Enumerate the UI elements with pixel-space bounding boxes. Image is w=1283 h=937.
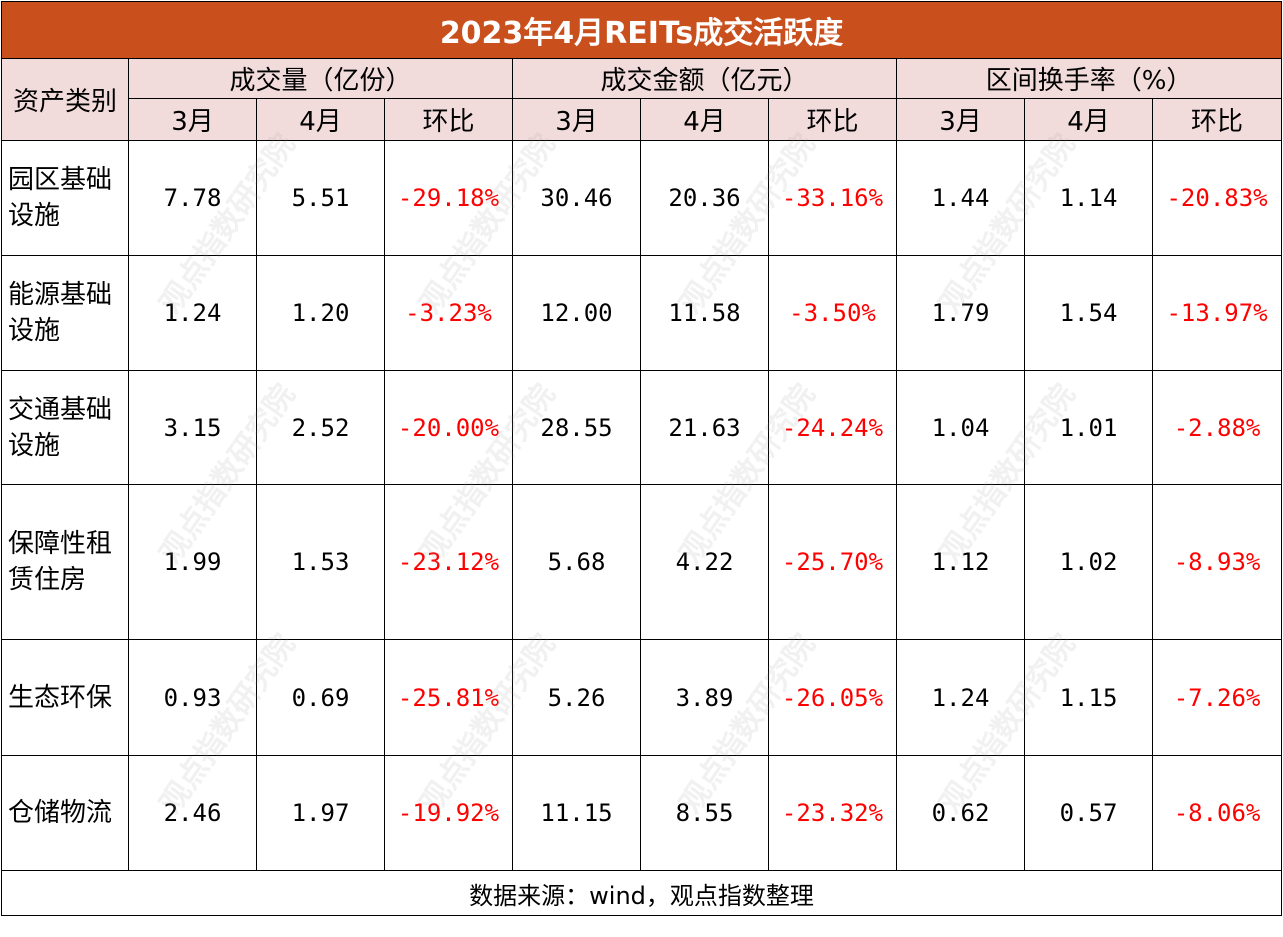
cell-change: -20.00%: [384, 370, 513, 485]
cell-change: -19.92%: [384, 755, 513, 871]
cell-change: -23.12%: [384, 484, 513, 640]
cell-value: 8.55: [640, 755, 769, 871]
cell-change: -3.23%: [384, 255, 513, 371]
sub-header: 环比: [384, 98, 513, 141]
row-category: 保障性租赁住房: [1, 484, 129, 640]
cell-value: 1.24: [128, 255, 257, 371]
table-row: 园区基础设施 7.78 5.51 -29.18% 30.46 20.36 -33…: [1, 140, 1283, 256]
cell-value: 7.78: [128, 140, 257, 256]
cell-change: -23.32%: [768, 755, 897, 871]
sub-header: 3月: [512, 98, 641, 141]
table-title: 2023年4月REITs成交活跃度: [0, 1, 1283, 59]
sub-header: 4月: [256, 98, 385, 141]
cell-value: 1.01: [1024, 370, 1153, 485]
cell-value: 12.00: [512, 255, 641, 371]
cell-change: -25.70%: [768, 484, 897, 640]
cell-value: 5.51: [256, 140, 385, 256]
cell-value: 21.63: [640, 370, 769, 485]
cell-value: 4.22: [640, 484, 769, 640]
cell-value: 1.79: [896, 255, 1025, 371]
cell-value: 1.99: [128, 484, 257, 640]
cell-change: -29.18%: [384, 140, 513, 256]
cell-value: 0.62: [896, 755, 1025, 871]
cell-change: -26.05%: [768, 639, 897, 756]
cell-value: 1.97: [256, 755, 385, 871]
cell-value: 1.54: [1024, 255, 1153, 371]
cell-value: 2.46: [128, 755, 257, 871]
reits-activity-table: 2023年4月REITs成交活跃度 资产类别 成交量（亿份） 成交金额（亿元） …: [0, 1, 1283, 916]
cell-change: -2.88%: [1151, 370, 1283, 485]
cell-value: 1.02: [1024, 484, 1153, 640]
category-header: 资产类别: [1, 58, 129, 141]
cell-value: 1.44: [896, 140, 1025, 256]
source-note: 数据来源：wind，观点指数整理: [0, 870, 1283, 916]
cell-value: 30.46: [512, 140, 641, 256]
cell-change: -24.24%: [768, 370, 897, 485]
table-row: 仓储物流 2.46 1.97 -19.92% 11.15 8.55 -23.32…: [1, 755, 1283, 871]
row-category: 园区基础设施: [1, 140, 129, 256]
cell-change: -13.97%: [1151, 255, 1283, 371]
cell-value: 1.12: [896, 484, 1025, 640]
cell-value: 0.69: [256, 639, 385, 756]
sub-header: 4月: [640, 98, 769, 141]
cell-value: 11.58: [640, 255, 769, 371]
cell-value: 11.15: [512, 755, 641, 871]
sub-header: 3月: [896, 98, 1025, 141]
table-row: 生态环保 0.93 0.69 -25.81% 5.26 3.89 -26.05%…: [1, 639, 1283, 756]
cell-change: -20.83%: [1151, 140, 1283, 256]
cell-value: 28.55: [512, 370, 641, 485]
cell-value: 20.36: [640, 140, 769, 256]
amount-group-header: 成交金额（亿元）: [512, 58, 897, 99]
row-category: 能源基础设施: [1, 255, 129, 371]
cell-value: 1.53: [256, 484, 385, 640]
row-category: 仓储物流: [1, 755, 129, 871]
row-category: 交通基础设施: [1, 370, 129, 485]
cell-value: 0.57: [1024, 755, 1153, 871]
sub-header: 3月: [128, 98, 257, 141]
cell-value: 5.26: [512, 639, 641, 756]
cell-value: 2.52: [256, 370, 385, 485]
cell-change: -3.50%: [768, 255, 897, 371]
cell-value: 1.14: [1024, 140, 1153, 256]
table-row: 保障性租赁住房 1.99 1.53 -23.12% 5.68 4.22 -25.…: [1, 484, 1283, 640]
cell-value: 1.04: [896, 370, 1025, 485]
cell-value: 3.15: [128, 370, 257, 485]
cell-value: 5.68: [512, 484, 641, 640]
cell-change: -25.81%: [384, 639, 513, 756]
cell-value: 1.20: [256, 255, 385, 371]
sub-header: 环比: [1151, 98, 1283, 141]
row-category: 生态环保: [1, 639, 129, 756]
sub-header: 环比: [768, 98, 897, 141]
volume-group-header: 成交量（亿份）: [128, 58, 513, 99]
table-row: 交通基础设施 3.15 2.52 -20.00% 28.55 21.63 -24…: [1, 370, 1283, 485]
cell-value: 3.89: [640, 639, 769, 756]
cell-value: 1.15: [1024, 639, 1153, 756]
cell-value: 1.24: [896, 639, 1025, 756]
cell-change: -8.93%: [1151, 484, 1283, 640]
cell-change: -8.06%: [1151, 755, 1283, 871]
sub-header: 4月: [1024, 98, 1153, 141]
turnover-group-header: 区间换手率（%）: [895, 58, 1283, 99]
table-row: 能源基础设施 1.24 1.20 -3.23% 12.00 11.58 -3.5…: [1, 255, 1283, 371]
cell-change: -7.26%: [1151, 639, 1283, 756]
cell-value: 0.93: [128, 639, 257, 756]
cell-change: -33.16%: [768, 140, 897, 256]
